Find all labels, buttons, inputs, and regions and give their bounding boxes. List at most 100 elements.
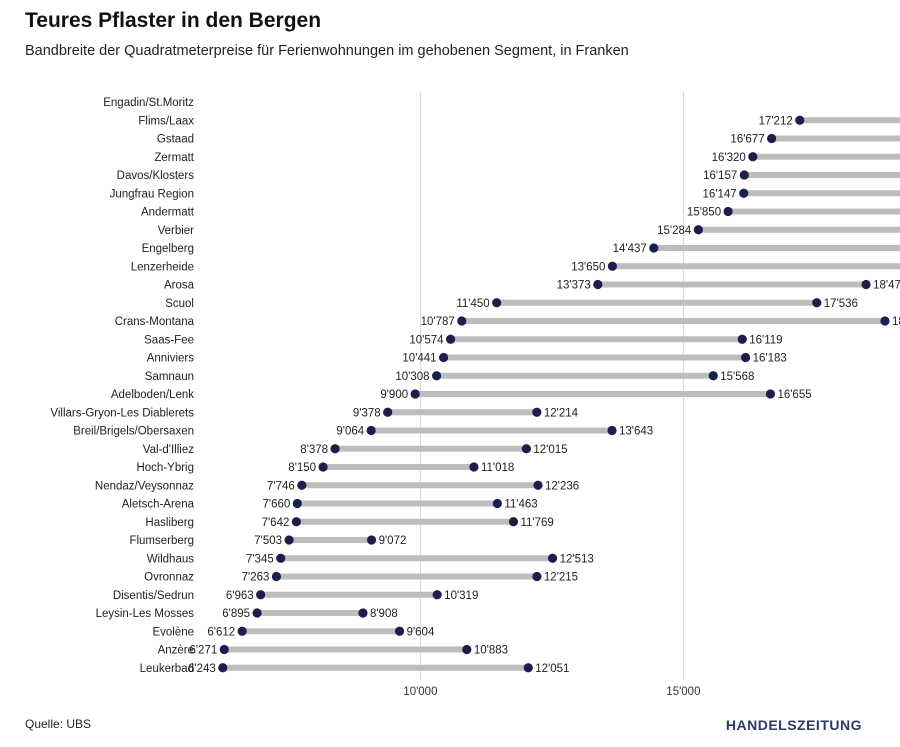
- row-label: Lenzerheide: [131, 261, 194, 273]
- min-dot: [271, 571, 282, 582]
- row-label: Flumserberg: [129, 535, 194, 547]
- max-value-label: 12'214: [544, 407, 579, 419]
- min-value-label: 7'263: [242, 572, 270, 584]
- max-value-label: 12'051: [535, 663, 569, 675]
- row-label: Ovronnaz: [144, 572, 194, 584]
- min-dot: [219, 644, 229, 655]
- min-dot: [723, 206, 733, 217]
- max-value-label: 10'319: [444, 590, 478, 602]
- max-value-label: 9'072: [379, 535, 407, 547]
- max-dot: [492, 498, 502, 509]
- min-value-label: 16'157: [703, 170, 737, 182]
- min-value-label: 13'373: [557, 280, 591, 292]
- min-value-label: 7'660: [263, 499, 291, 511]
- max-dot: [366, 535, 377, 545]
- max-dot: [469, 462, 479, 472]
- min-dot: [276, 553, 286, 563]
- row-label: Samnaun: [145, 371, 194, 383]
- max-dot: [737, 334, 747, 344]
- row-label: Davos/Klosters: [117, 170, 195, 182]
- min-value-label: 11'450: [456, 298, 489, 310]
- brand-logo-text: HANDELSZEITUNG: [725, 717, 862, 733]
- chart-subtitle: Bandbreite der Quadratmeterpreise für Fe…: [25, 43, 629, 59]
- max-value-label: 18'473: [873, 280, 900, 292]
- max-dot: [532, 407, 542, 417]
- max-value-label: 12'015: [533, 444, 567, 456]
- row-label: Engadin/St.Moritz: [103, 97, 194, 109]
- row-label: Anniviers: [147, 353, 195, 365]
- min-dot: [330, 444, 340, 454]
- min-dot: [607, 261, 617, 271]
- min-value-label: 15'850: [687, 207, 721, 219]
- min-dot: [457, 316, 467, 326]
- max-dot: [532, 571, 542, 582]
- min-dot: [297, 480, 307, 490]
- min-value-label: 9'064: [336, 426, 364, 438]
- x-tick-label: 10'000: [403, 686, 437, 698]
- min-dot: [492, 298, 502, 308]
- min-value-label: 6'895: [222, 608, 250, 620]
- x-tick-label: 15'000: [666, 686, 700, 698]
- max-dot: [880, 316, 890, 326]
- max-dot: [708, 371, 718, 381]
- row-label: Engelberg: [142, 243, 194, 255]
- min-dot: [432, 371, 442, 381]
- max-value-label: 18'832: [892, 316, 900, 328]
- min-value-label: 13'650: [571, 261, 605, 273]
- row-label: Jungfrau Region: [110, 188, 194, 200]
- min-dot: [291, 517, 301, 527]
- max-dot: [812, 298, 822, 308]
- max-dot: [765, 389, 776, 399]
- row-label: Gstaad: [157, 134, 194, 146]
- row-label: Andermatt: [141, 207, 195, 219]
- min-dot: [795, 115, 805, 125]
- min-dot: [218, 663, 228, 673]
- min-dot: [410, 389, 420, 399]
- max-value-label: 16'655: [777, 389, 811, 401]
- max-value-label: 11'769: [520, 517, 553, 529]
- min-value-label: 8'150: [288, 462, 316, 474]
- min-value-label: 16'677: [730, 134, 764, 146]
- row-label: Saas-Fee: [144, 334, 194, 346]
- row-label: Breil/Brigels/Obersaxen: [73, 426, 194, 438]
- row-label: Disentis/Sedrun: [113, 590, 194, 602]
- min-value-label: 6'963: [226, 590, 254, 602]
- min-value-label: 10'308: [395, 371, 429, 383]
- min-dot: [739, 188, 749, 198]
- max-dot: [547, 553, 558, 563]
- max-dot: [607, 425, 617, 436]
- min-value-label: 9'900: [380, 389, 408, 401]
- max-value-label: 17'536: [824, 298, 858, 310]
- min-value-label: 7'746: [267, 480, 295, 492]
- row-label: Verbier: [158, 225, 195, 237]
- min-value-label: 8'378: [300, 444, 328, 456]
- min-dot: [256, 590, 266, 600]
- row-label: Leysin-Les Mosses: [96, 608, 195, 620]
- min-value-label: 10'441: [402, 353, 436, 365]
- max-value-label: 9'604: [407, 626, 435, 638]
- min-value-label: 7'503: [254, 535, 282, 547]
- min-dot: [292, 498, 302, 509]
- row-label: Crans-Montana: [115, 316, 195, 328]
- row-label: Zermatt: [154, 152, 194, 164]
- max-dot: [861, 279, 871, 290]
- row-label: Adelboden/Lenk: [111, 389, 194, 401]
- row-label: Hoch-Ybrig: [136, 462, 194, 474]
- row-label: Nendaz/Veysonnaz: [95, 480, 194, 492]
- min-dot: [252, 608, 262, 618]
- max-value-label: 8'908: [370, 608, 398, 620]
- min-value-label: 14'437: [613, 243, 647, 255]
- chart-title: Teures Pflaster in den Bergen: [25, 9, 322, 32]
- min-dot: [693, 225, 703, 235]
- min-dot: [767, 133, 777, 144]
- min-value-label: 10'787: [421, 316, 455, 328]
- max-value-label: 16'183: [753, 353, 787, 365]
- max-value-label: 10'883: [474, 645, 508, 657]
- row-label: Flims/Laax: [138, 115, 194, 127]
- source-note: Quelle: UBS: [25, 717, 92, 731]
- max-dot: [394, 626, 405, 636]
- max-value-label: 12'236: [545, 480, 579, 492]
- min-dot: [739, 170, 749, 180]
- max-value-label: 15'568: [720, 371, 754, 383]
